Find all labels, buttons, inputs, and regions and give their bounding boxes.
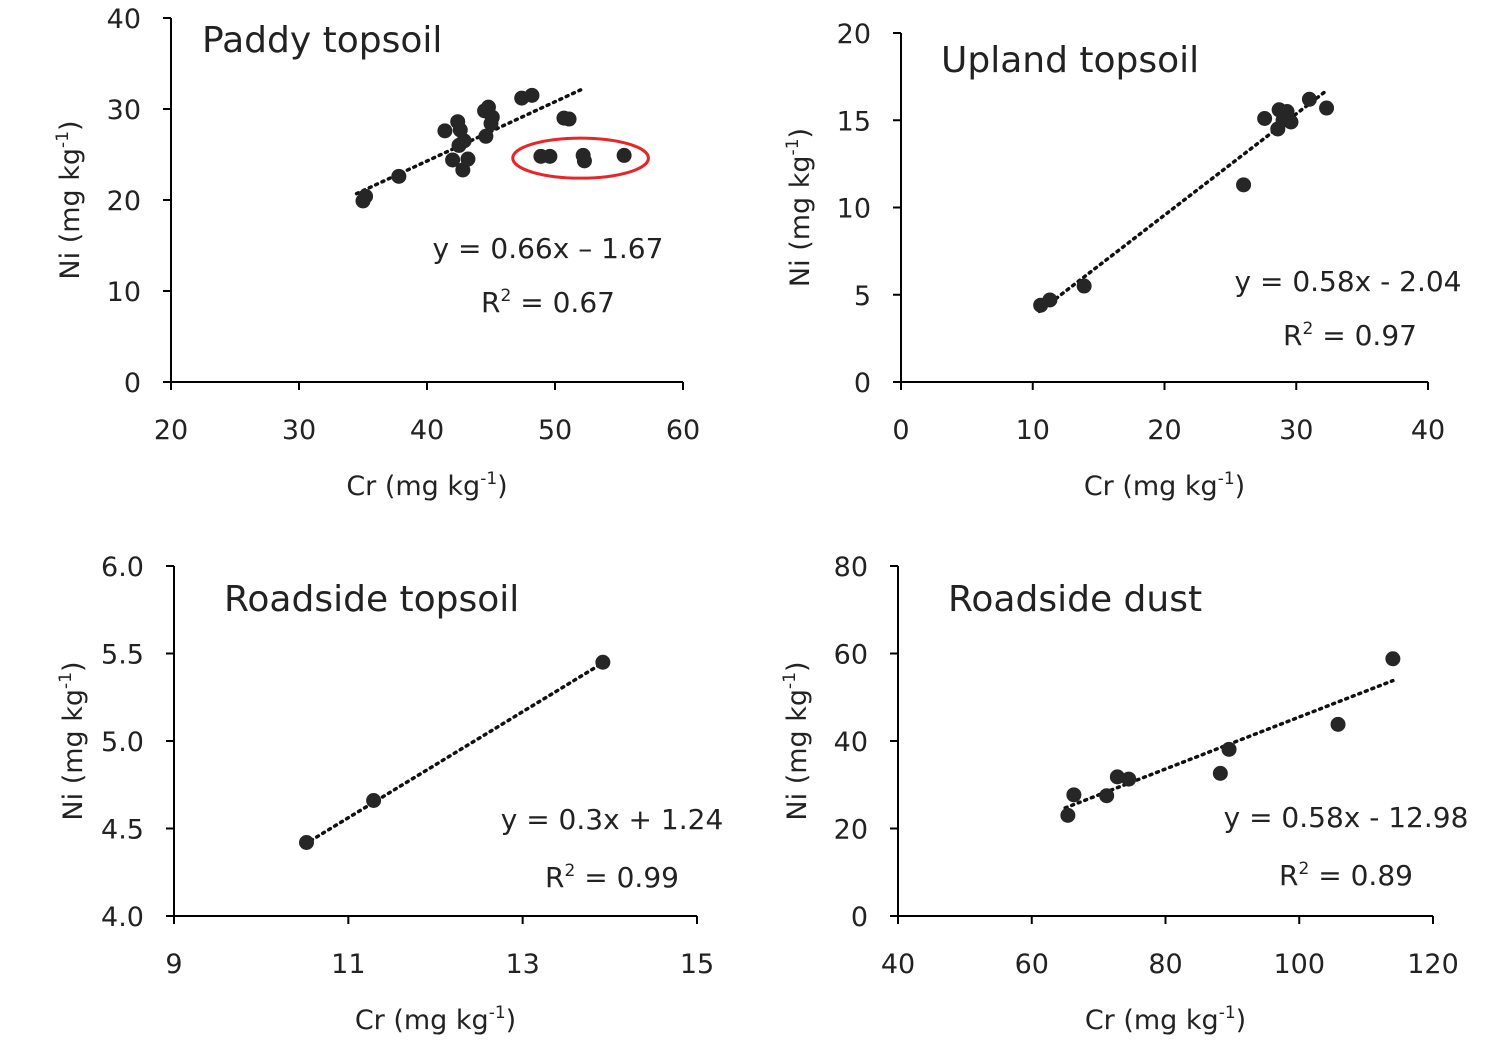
data-point: [1121, 771, 1137, 787]
data-point: [576, 153, 592, 169]
chart-paddy-topsoil: 0 10 20 30 40 20 30 40 50 60 Cr (mg kg-1) Ni (mg kg…: [53, 4, 700, 502]
data-point: [1060, 807, 1076, 823]
r-squared-label: R2 = 0.99: [545, 861, 679, 894]
r-squared-label: R2 = 0.67: [481, 286, 615, 319]
x-axis-title: Cr (mg kg-1): [355, 1003, 516, 1036]
data-point: [616, 147, 632, 163]
data-point: [1221, 741, 1237, 757]
y-tick-label: 40: [107, 4, 141, 35]
data-point: [1283, 114, 1299, 130]
chart-roadside-topsoil: 4.0 4.5 5.0 5.5 6.0 9 11 13 15 Cr (mg kg-1) Ni (mg…: [56, 552, 723, 1036]
x-axis-title: Cr (mg kg-1): [1085, 1003, 1246, 1036]
y-axis-title: Ni (mg kg-1): [783, 128, 816, 287]
regression-equation: y = 0.58x - 12.98: [1224, 801, 1469, 834]
data-point: [1330, 716, 1346, 732]
data-point: [542, 148, 558, 164]
data-point: [1042, 292, 1058, 308]
data-point: [1319, 100, 1335, 116]
data-point: [298, 835, 314, 850]
y-tick-label: 0: [851, 902, 868, 933]
data-point: [524, 87, 540, 103]
data-point: [358, 188, 374, 204]
y-tick-label: 20: [834, 815, 868, 846]
data-point: [1099, 788, 1115, 804]
r-squared-label: R2 = 0.97: [1283, 319, 1417, 352]
y-tick-label: 10: [107, 277, 141, 308]
x-tick-label: 40: [881, 949, 915, 980]
x-axis-title: Cr (mg kg-1): [346, 469, 507, 502]
y-axis-title: Ni (mg kg-1): [780, 661, 813, 820]
y-tick-label: 80: [834, 552, 868, 583]
chart-upland-topsoil: 0 5 10 15 20 0 10 20 30 40 Cr (mg kg-1) Ni (mg kg-1…: [783, 19, 1462, 502]
regression-equation: y = 0.3x + 1.24: [501, 803, 724, 836]
x-tick-label: 20: [154, 415, 188, 446]
y-tick-label: 5.5: [101, 640, 144, 671]
y-tick-label: 40: [834, 727, 868, 758]
data-point: [456, 133, 472, 149]
data-point: [1257, 111, 1273, 127]
x-axis-title: Cr (mg kg-1): [1084, 469, 1245, 502]
x-tick-label: 9: [165, 949, 182, 980]
data-point: [1109, 769, 1125, 785]
x-tick-label: 80: [1148, 949, 1182, 980]
y-tick-label: 15: [837, 106, 871, 137]
x-tick-label: 40: [1411, 415, 1445, 446]
x-tick-label: 0: [892, 415, 909, 446]
x-tick-label: 120: [1407, 949, 1459, 980]
regression-equation: y = 0.58x - 2.04: [1235, 265, 1462, 298]
x-tick-label: 50: [538, 415, 572, 446]
data-point: [445, 152, 461, 168]
y-tick-label: 10: [837, 194, 871, 225]
x-tick-label: 13: [505, 949, 539, 980]
data-point: [391, 168, 407, 184]
x-tick-label: 30: [1279, 415, 1313, 446]
y-axis-title: Ni (mg kg-1): [56, 661, 89, 820]
x-tick-label: 60: [1015, 949, 1049, 980]
y-axis-title: Ni (mg kg-1): [53, 120, 86, 279]
outlier-highlight-ellipse: [511, 136, 650, 180]
x-tick-label: 60: [666, 415, 700, 446]
y-tick-label: 5.0: [101, 727, 144, 758]
data-point: [437, 123, 453, 139]
y-tick-label: 20: [107, 186, 141, 217]
x-tick-label: 10: [1016, 415, 1050, 446]
chart-roadside-dust: 0 20 40 60 80 40 60 80 100 120 Cr (mg kg-1) Ni (mg …: [780, 552, 1468, 1036]
y-tick-label: 30: [107, 95, 141, 126]
data-point: [460, 151, 476, 167]
y-tick-label: 5: [854, 281, 871, 312]
chart-title: Roadside dust: [948, 579, 1202, 620]
data-point: [478, 128, 494, 144]
x-tick-label: 100: [1273, 949, 1325, 980]
data-point: [1301, 91, 1317, 107]
y-tick-label: 60: [834, 640, 868, 671]
trendline: [303, 662, 603, 846]
y-tick-label: 20: [837, 19, 871, 50]
data-point: [484, 109, 500, 125]
x-tick-label: 30: [282, 415, 316, 446]
data-point: [1385, 651, 1401, 667]
x-tick-label: 20: [1147, 415, 1181, 446]
chart-title: Upland topsoil: [941, 40, 1199, 81]
data-point: [561, 111, 577, 127]
y-tick-label: 6.0: [101, 552, 144, 583]
chart-title: Roadside topsoil: [224, 579, 519, 620]
y-tick-label: 0: [124, 368, 141, 399]
x-tick-label: 11: [331, 949, 365, 980]
data-point: [1066, 787, 1082, 803]
y-tick-label: 0: [854, 368, 871, 399]
data-point: [366, 793, 382, 808]
data-point: [595, 654, 611, 670]
data-point: [1212, 765, 1228, 781]
x-tick-label: 40: [410, 415, 444, 446]
regression-equation: y = 0.66x – 1.67: [433, 232, 664, 265]
chart-title: Paddy topsoil: [202, 20, 442, 61]
y-tick-label: 4.0: [101, 902, 144, 933]
data-point: [1236, 177, 1252, 193]
y-tick-label: 4.5: [101, 815, 144, 846]
x-tick-label: 15: [680, 949, 714, 980]
data-point: [1076, 278, 1092, 294]
r-squared-label: R2 = 0.89: [1279, 859, 1413, 892]
